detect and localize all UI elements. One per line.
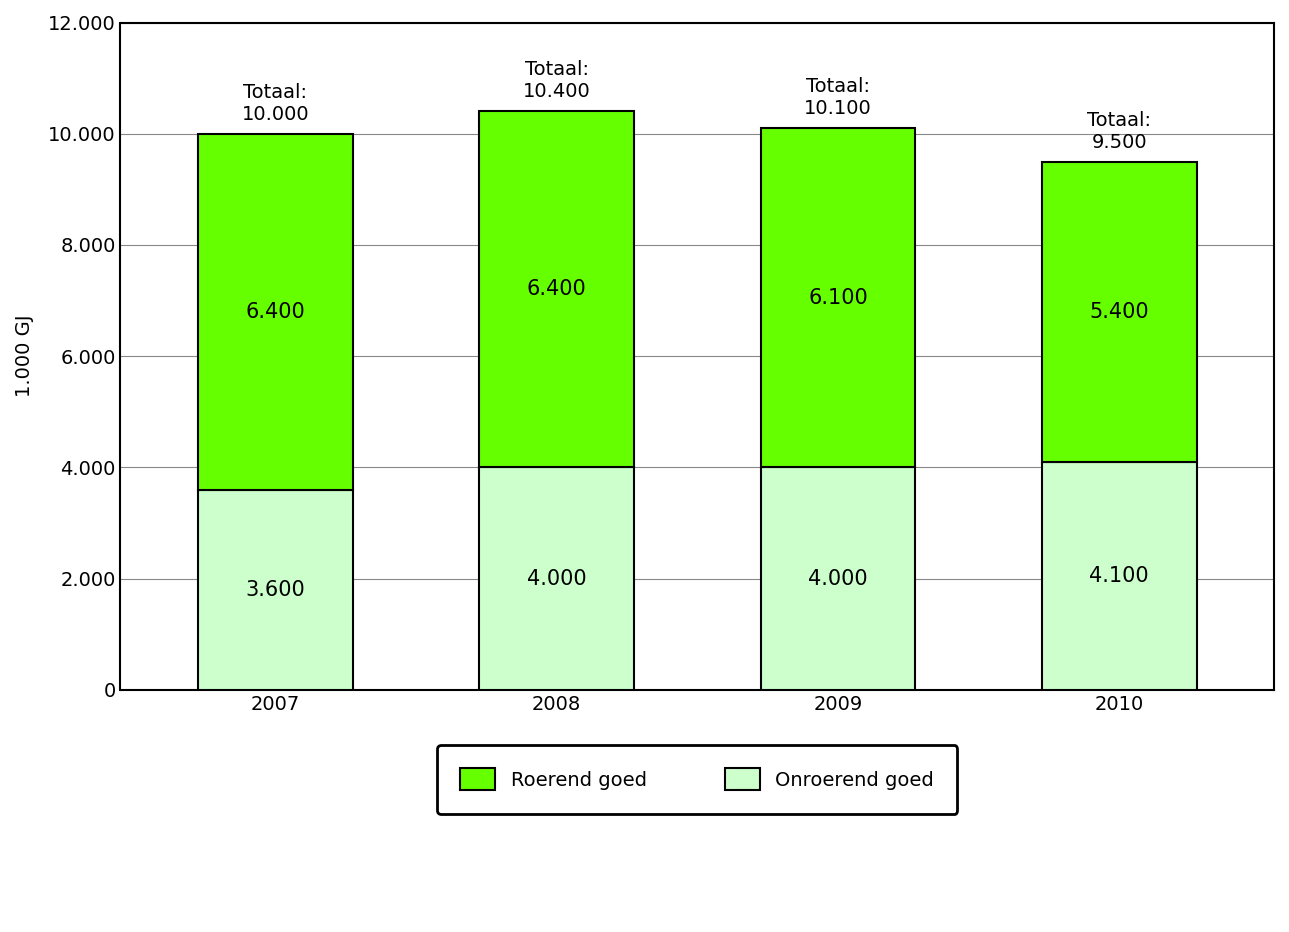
Text: Totaal:
10.400: Totaal: 10.400 — [523, 61, 590, 102]
Bar — [1042, 161, 1196, 462]
Text: 4.000: 4.000 — [808, 569, 867, 589]
Bar — [761, 129, 915, 468]
Text: 6.400: 6.400 — [527, 280, 586, 299]
Text: Totaal:
10.000: Totaal: 10.000 — [241, 83, 309, 124]
Text: Totaal:
10.100: Totaal: 10.100 — [804, 77, 871, 118]
Text: 6.100: 6.100 — [808, 288, 867, 308]
Bar — [761, 468, 915, 690]
Y-axis label: 1.000 GJ: 1.000 GJ — [15, 315, 34, 397]
Bar — [199, 134, 353, 489]
Text: 6.400: 6.400 — [245, 302, 305, 322]
Text: 4.100: 4.100 — [1089, 566, 1148, 586]
Legend: Roerend goed, Onroerend goed: Roerend goed, Onroerend goed — [437, 745, 958, 814]
Bar — [1042, 462, 1196, 690]
Text: 3.600: 3.600 — [245, 580, 305, 600]
Bar — [480, 468, 634, 690]
Bar — [480, 112, 634, 468]
Text: Totaal:
9.500: Totaal: 9.500 — [1087, 111, 1151, 152]
Text: 4.000: 4.000 — [527, 569, 586, 589]
Text: 5.400: 5.400 — [1089, 302, 1148, 322]
Bar — [199, 489, 353, 690]
